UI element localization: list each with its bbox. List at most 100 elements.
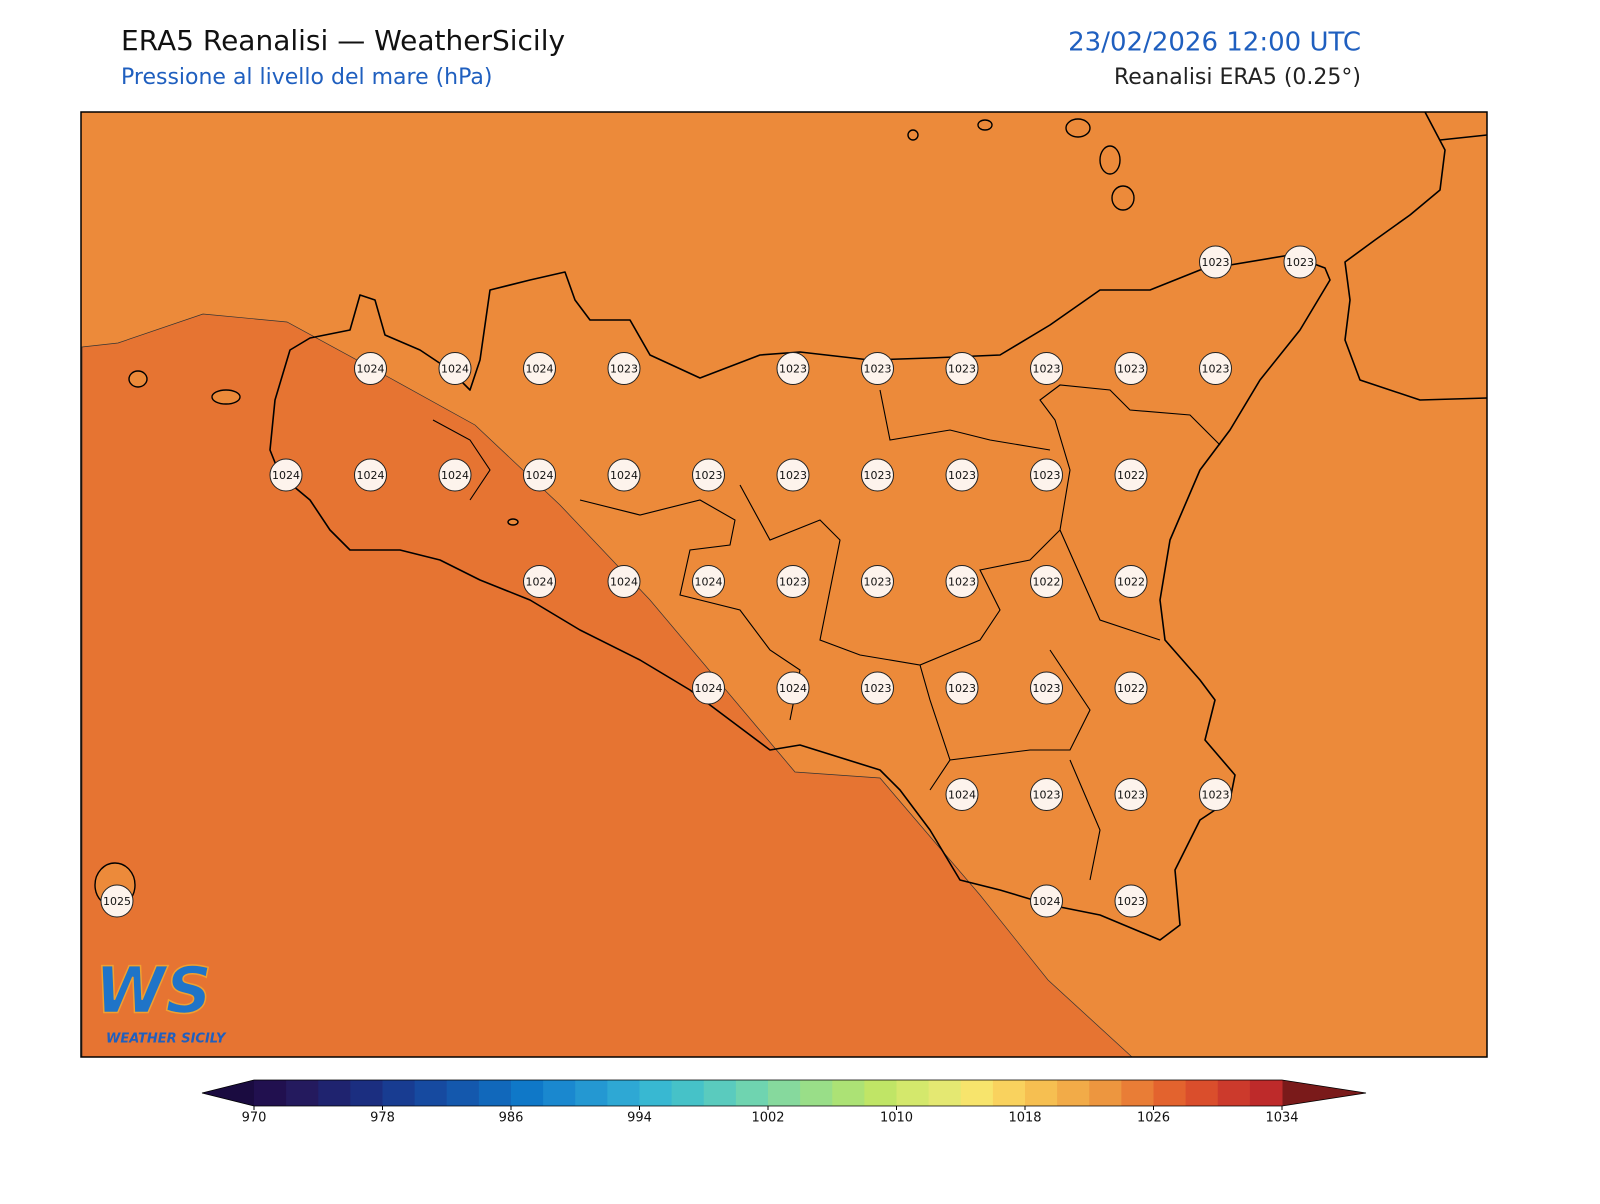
colorbar-tick-label: 1018 xyxy=(1008,1111,1041,1126)
point-label: 1024 xyxy=(695,576,723,589)
point-label: 1024 xyxy=(610,469,638,482)
point-marker xyxy=(861,565,894,598)
point-marker xyxy=(354,352,387,385)
colorbar-under xyxy=(202,1080,254,1106)
point-marker xyxy=(692,458,725,492)
colorbar-box xyxy=(607,1080,640,1106)
point-marker xyxy=(776,671,810,705)
point-marker xyxy=(1030,352,1063,385)
point-marker xyxy=(1199,352,1232,385)
colorbar-tick-label: 1034 xyxy=(1265,1111,1298,1126)
colorbar-box xyxy=(703,1080,737,1106)
colorbar-tick-label: 978 xyxy=(370,1111,395,1126)
point-marker xyxy=(1114,565,1148,598)
colorbar-box xyxy=(1025,1080,1058,1106)
point-marker xyxy=(438,458,472,492)
point-marker xyxy=(269,458,303,492)
point-marker xyxy=(1030,778,1063,811)
colorbar-box xyxy=(575,1080,608,1106)
point-label: 1023 xyxy=(864,682,892,695)
point-marker xyxy=(607,565,641,598)
sicily-coast xyxy=(269,254,1331,941)
point-marker xyxy=(1199,245,1232,279)
colorbar-tick-label: 1002 xyxy=(751,1111,784,1126)
point-label: 1022 xyxy=(1117,469,1145,482)
point-marker xyxy=(945,671,979,705)
colorbar-box xyxy=(960,1080,994,1106)
point-marker xyxy=(607,352,641,385)
point-marker xyxy=(776,565,810,598)
point-label: 1025 xyxy=(103,895,131,908)
point-marker xyxy=(607,458,641,492)
point-marker xyxy=(776,458,810,492)
island xyxy=(1111,185,1135,211)
point-label: 1023 xyxy=(695,469,723,482)
point-label: 1023 xyxy=(864,576,892,589)
point-marker xyxy=(1114,778,1148,811)
colorbar-box xyxy=(735,1080,769,1106)
point-label: 1024 xyxy=(441,469,469,482)
point-label: 1022 xyxy=(1033,576,1061,589)
point-marker xyxy=(523,458,556,492)
point-label: 1023 xyxy=(948,363,976,376)
island xyxy=(1065,118,1091,138)
point-label: 1023 xyxy=(1286,256,1314,269)
point-marker xyxy=(1114,352,1148,385)
logo-text: WEATHER SICILY xyxy=(106,1032,227,1047)
colorbar-box xyxy=(1153,1080,1187,1106)
point-marker xyxy=(1114,884,1148,918)
point-label: 1023 xyxy=(1202,363,1230,376)
point-label: 1024 xyxy=(526,469,554,482)
colorbar-tick-label: 1026 xyxy=(1137,1111,1170,1126)
point-marker xyxy=(861,458,894,492)
point-marker xyxy=(523,352,556,385)
colorbar-box xyxy=(350,1080,383,1106)
point-marker xyxy=(438,352,472,385)
point-label: 1023 xyxy=(1117,789,1145,802)
point-marker xyxy=(945,778,979,811)
colorbar-box xyxy=(382,1080,416,1106)
point-marker xyxy=(1199,778,1232,811)
point-marker xyxy=(1283,245,1317,279)
point-marker xyxy=(1030,671,1063,705)
colorbar: 970 978 986 994 1002 1010 1018 1026 1034 xyxy=(201,1079,1367,1126)
colorbar-box xyxy=(992,1080,1026,1106)
colorbar-tick-label: 1010 xyxy=(880,1111,913,1126)
logo: WS WEATHER SICILY xyxy=(94,954,227,1047)
point-label: 1023 xyxy=(1202,256,1230,269)
colorbar-box xyxy=(832,1080,865,1106)
colorbar-box xyxy=(1057,1080,1090,1106)
datetime: 23/02/2026 12:00 UTC xyxy=(1068,28,1361,58)
point-marker xyxy=(776,352,810,385)
colorbar-box xyxy=(1217,1080,1251,1106)
point-label: 1023 xyxy=(948,469,976,482)
source: Reanalisi ERA5 (0.25°) xyxy=(1114,65,1361,90)
island xyxy=(211,389,241,405)
point-marker xyxy=(692,671,725,705)
colorbar-box xyxy=(928,1080,962,1106)
point-label: 1024 xyxy=(272,469,300,482)
colorbar-box xyxy=(671,1080,705,1106)
point-marker xyxy=(861,352,894,385)
colorbar-box xyxy=(768,1080,801,1106)
point-marker xyxy=(861,671,894,705)
point-label: 1023 xyxy=(864,363,892,376)
colorbar-tick-label: 994 xyxy=(627,1111,652,1126)
point-marker xyxy=(945,458,979,492)
colorbar-tick-label: 986 xyxy=(499,1111,524,1126)
point-marker xyxy=(100,884,134,918)
island xyxy=(977,119,993,131)
map: 1023 1023 1024 1024 1024 1023 1023 1023 1023 1023… xyxy=(80,111,1488,1058)
colorbar-box xyxy=(639,1080,673,1106)
colorbar-box xyxy=(896,1080,930,1106)
colorbar-box xyxy=(511,1080,544,1106)
colorbar-box xyxy=(1121,1080,1154,1106)
point-label: 1023 xyxy=(864,469,892,482)
logo-mark: WS xyxy=(95,955,212,1029)
colorbar-box xyxy=(478,1080,512,1106)
point-label: 1023 xyxy=(1033,469,1061,482)
colorbar-box xyxy=(414,1080,448,1106)
point-label: 1024 xyxy=(948,789,976,802)
island xyxy=(1099,145,1121,175)
